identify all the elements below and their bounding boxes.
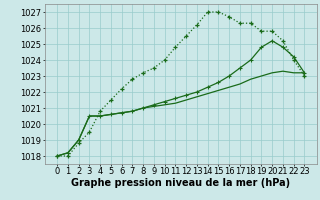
X-axis label: Graphe pression niveau de la mer (hPa): Graphe pression niveau de la mer (hPa) [71,178,290,188]
